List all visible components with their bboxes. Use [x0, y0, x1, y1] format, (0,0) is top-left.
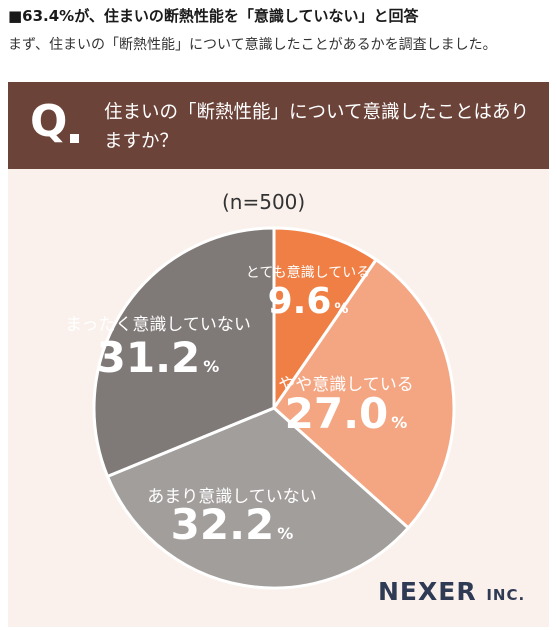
pie-slice-1	[272, 226, 379, 413]
slice-label-2: やや意識している	[278, 375, 414, 395]
slice-label-4: まったく意識していない	[65, 315, 251, 335]
headline: ■63.4%が、住まいの断熱性能を「意識していない」と回答	[8, 7, 419, 25]
subline: まず、住まいの「断熱性能」について意識したことがあるかを調査しました。	[8, 37, 497, 53]
pie-slice-4	[92, 226, 276, 479]
question-dot	[70, 134, 79, 143]
slice-label-1: とても意識している	[246, 264, 370, 281]
slice-value-2: 27.0%	[285, 389, 408, 438]
slice-value-4: 31.2%	[97, 333, 220, 382]
sample-size: (n=500)	[222, 190, 306, 214]
logo-name: NEXER	[378, 577, 477, 606]
question-text: 住まいの「断熱性能」について意識したことはありますか？	[104, 102, 529, 152]
chart-card: Q 住まいの「断熱性能」について意識したことはありますか？ (n=500) とて…	[8, 82, 549, 627]
nexer-logo: NEXER INC.	[378, 577, 525, 606]
pie-slice-2	[272, 257, 456, 530]
slice-value-1: 9.6%	[268, 281, 349, 322]
slice-value-3: 32.2%	[171, 500, 294, 549]
question-mark: Q	[30, 96, 68, 147]
pie-slice-3	[105, 406, 411, 590]
slice-label-3: あまり意識していない	[147, 487, 317, 507]
logo-suffix: INC.	[486, 586, 526, 604]
question-band: Q 住まいの「断熱性能」について意識したことはありますか？	[8, 82, 549, 169]
